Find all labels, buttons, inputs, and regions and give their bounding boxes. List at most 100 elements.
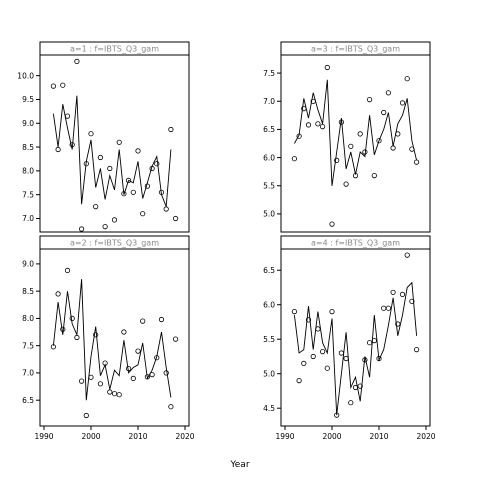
data-point xyxy=(154,161,160,167)
data-point xyxy=(352,384,359,391)
data-point xyxy=(385,305,391,311)
data-point xyxy=(55,146,61,153)
data-point xyxy=(74,58,80,65)
data-point xyxy=(371,337,377,344)
data-point xyxy=(395,131,401,137)
y-tick-label: 6.5 xyxy=(22,396,34,405)
x-tick-label: 2020 xyxy=(175,432,194,441)
y-tick-label: 7.5 xyxy=(22,341,34,350)
data-point xyxy=(50,83,57,89)
x-tick-label: 2020 xyxy=(416,432,435,441)
data-point xyxy=(126,177,132,183)
data-point xyxy=(366,97,373,103)
data-point xyxy=(319,124,326,130)
y-tick-label: 7.0 xyxy=(22,214,34,223)
data-point xyxy=(107,165,113,172)
data-point xyxy=(357,131,363,137)
y-tick-label: 6.5 xyxy=(263,266,275,275)
data-point xyxy=(135,148,141,154)
data-point xyxy=(352,173,359,179)
data-point xyxy=(399,291,406,297)
data-point xyxy=(102,224,108,230)
data-point xyxy=(111,217,118,223)
y-tick-label: 7.0 xyxy=(22,369,34,378)
data-point xyxy=(74,334,80,341)
data-point xyxy=(324,365,330,371)
data-point xyxy=(50,344,57,350)
x-axis-label: Year xyxy=(229,460,249,470)
data-point xyxy=(135,348,141,354)
data-point xyxy=(301,106,307,112)
panel-strip xyxy=(280,41,431,56)
data-point xyxy=(301,360,307,366)
data-point xyxy=(163,370,169,376)
data-point xyxy=(319,348,326,355)
y-tick-label: 4.5 xyxy=(263,404,275,413)
panel-top-right: a=3 : f=IBTS_Q3_gam 5.0 5.5 6.0 6.5 7.0 7.5 xyxy=(263,41,431,233)
data-point xyxy=(413,159,420,165)
y-tick-label: 7.5 xyxy=(263,69,275,78)
data-point xyxy=(334,412,340,418)
x-tick-label: 2010 xyxy=(369,432,388,441)
data-point xyxy=(144,374,150,380)
data-point xyxy=(173,336,179,342)
data-point xyxy=(343,355,349,362)
data-point xyxy=(97,381,104,387)
data-point xyxy=(130,375,136,381)
x-tick-label: 2000 xyxy=(322,432,341,441)
data-point xyxy=(385,90,391,96)
series-line xyxy=(294,79,418,186)
data-point xyxy=(88,131,94,137)
data-point xyxy=(126,365,132,372)
data-point xyxy=(116,139,122,145)
data-point xyxy=(69,142,75,148)
series-line xyxy=(293,281,418,416)
panel-strip xyxy=(280,235,431,250)
panel-frame xyxy=(280,235,431,427)
y-tick-label: 5.5 xyxy=(263,335,275,344)
data-point xyxy=(409,298,415,304)
data-point xyxy=(60,82,66,88)
data-point xyxy=(168,126,174,133)
data-point xyxy=(97,154,104,161)
data-point xyxy=(338,350,344,356)
data-point xyxy=(88,374,94,380)
x-tick-label: 2010 xyxy=(128,432,147,441)
data-point xyxy=(121,329,127,335)
data-point xyxy=(163,206,169,212)
data-point xyxy=(79,378,85,384)
y-tick-label: 8.0 xyxy=(22,314,34,323)
y-tick-label: 7.0 xyxy=(263,97,275,106)
data-point xyxy=(291,308,297,315)
y-tick-label: 6.0 xyxy=(263,153,275,162)
y-tick-label: 7.5 xyxy=(22,190,34,199)
data-point xyxy=(390,289,396,295)
data-point xyxy=(395,321,401,327)
y-tick-label: 10.0 xyxy=(17,71,34,80)
data-point xyxy=(140,211,146,217)
data-point xyxy=(404,76,410,82)
data-point xyxy=(83,161,89,167)
x-tick-label: 1990 xyxy=(34,432,53,441)
data-point xyxy=(357,383,363,389)
data-point xyxy=(111,391,118,397)
series-line xyxy=(52,279,172,401)
data-point xyxy=(362,357,368,363)
panel-top-left: a=1 : f=IBTS_Q3_gam 7.0 7.5 8.0 8.5 9.0 9.5 10.… xyxy=(17,41,190,233)
data-point xyxy=(324,64,330,71)
data-point xyxy=(315,121,321,127)
data-point xyxy=(55,291,61,297)
data-point xyxy=(413,346,420,353)
x-tick-label: 2000 xyxy=(81,432,100,441)
panel-bottom-left: a=2 : f=IBTS_Q3_gam 6.5 7.0 7.5 8.0 8.5 9.0 199… xyxy=(22,235,195,441)
data-point xyxy=(329,308,335,315)
data-point xyxy=(64,113,71,119)
data-point xyxy=(140,318,146,324)
y-tick-label: 6.5 xyxy=(263,125,275,134)
y-tick-label: 5.5 xyxy=(263,181,275,190)
data-point xyxy=(149,371,155,378)
data-point xyxy=(116,392,122,398)
data-point xyxy=(310,353,316,360)
data-point xyxy=(149,165,155,172)
data-point xyxy=(296,377,302,384)
